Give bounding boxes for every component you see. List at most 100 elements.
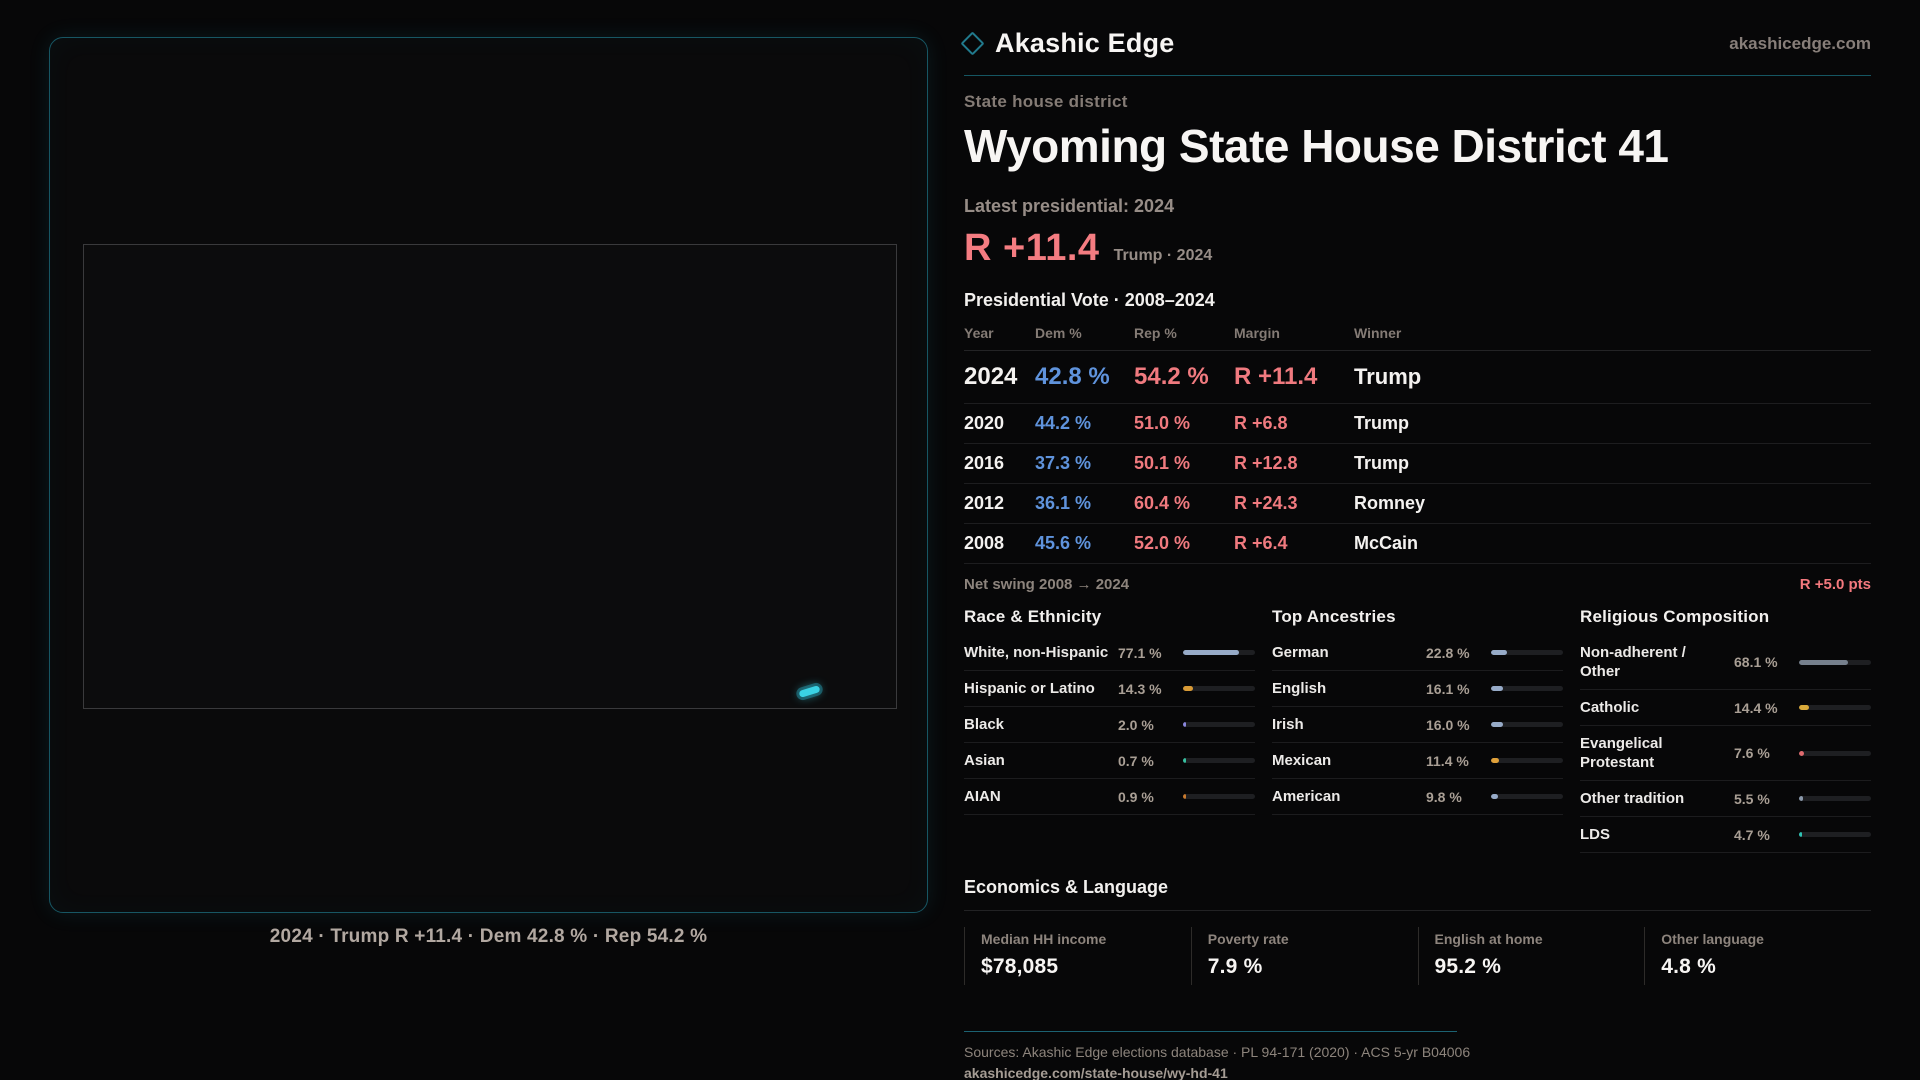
district-map (49, 37, 928, 913)
presidential-vote-table: Year Dem % Rep % Margin Winner 2024 42.8… (964, 325, 1871, 564)
bar-track (1799, 659, 1871, 665)
economics-stats: Median HH income $78,085 Poverty rate 7.… (964, 927, 1871, 985)
dem-cell: 42.8 % (1035, 363, 1110, 390)
economics-title: Economics & Language (964, 877, 1871, 911)
bar-track (1491, 794, 1563, 799)
stat-poverty-rate: Poverty rate 7.9 % (1190, 927, 1418, 985)
demo-value: 68.1 % (1734, 654, 1778, 670)
bar-fill (1183, 794, 1186, 799)
year-cell: 2008 (964, 533, 1005, 553)
margin-cell: R +6.4 (1234, 533, 1288, 553)
demo-label: Black (964, 716, 1005, 733)
demo-row: Asian 0.7 % (964, 743, 1255, 779)
sources-line: Sources: Akashic Edge elections database… (964, 1044, 1471, 1060)
headline-margin-value: R +11.4 (964, 227, 1100, 269)
footer-divider (964, 1031, 1457, 1032)
winner-cell: Romney (1354, 493, 1426, 513)
bar-fill (1183, 758, 1186, 763)
demo-value: 14.4 % (1734, 699, 1778, 716)
headline-margin-context: Trump · 2024 (1113, 247, 1213, 264)
table-row: 2016 37.3 % 50.1 % R +12.8 Trump (964, 444, 1871, 484)
year-cell: 2016 (964, 453, 1005, 473)
bar-fill (1799, 705, 1810, 710)
bar-track (1183, 650, 1255, 655)
brand: Akashic Edge (960, 28, 1174, 59)
col-dem: Dem % (1035, 325, 1082, 341)
year-cell: 2024 (964, 363, 1018, 390)
demo-label: American (1272, 788, 1341, 805)
demo-value: 4.7 % (1734, 826, 1770, 843)
dem-cell: 45.6 % (1035, 533, 1092, 553)
wyoming-state-outline (83, 244, 897, 709)
section-title: Religious Composition (1580, 607, 1770, 626)
dem-cell: 36.1 % (1035, 493, 1092, 513)
rep-cell: 52.0 % (1134, 533, 1191, 553)
year-cell: 2020 (964, 413, 1005, 433)
section-title: Race & Ethnicity (964, 607, 1102, 626)
stat-value: 4.8 % (1661, 955, 1716, 978)
demo-row: White, non-Hispanic 77.1 % (964, 635, 1255, 671)
table-row: 2024 42.8 % 54.2 % R +11.4 Trump (964, 351, 1871, 404)
bar-track (1491, 758, 1563, 763)
demo-row: AIAN 0.9 % (964, 779, 1255, 815)
demo-row: Hispanic or Latino 14.3 % (964, 671, 1255, 707)
winner-cell: Trump (1354, 413, 1410, 433)
rep-cell: 54.2 % (1134, 363, 1209, 390)
demo-label: Other tradition (1580, 790, 1685, 807)
margin-cell: R +12.8 (1234, 453, 1298, 473)
latest-presidential-label: Latest presidential: 2024 (964, 196, 1175, 216)
demo-label: White, non-Hispanic (964, 644, 1109, 661)
demo-label: Mexican (1272, 752, 1332, 769)
district-fact-panel: Akashic Edge akashicedge.com State house… (960, 28, 1871, 1080)
demo-row: Evangelical Protestant 7.6 % (1580, 726, 1871, 781)
stat-label: Median HH income (981, 931, 1107, 947)
bar-track (1491, 722, 1563, 727)
bar-fill (1491, 686, 1503, 691)
bar-track (1491, 650, 1563, 655)
net-swing-label: Net swing 2008 → 2024 (964, 576, 1130, 593)
demo-row: Catholic 14.4 % (1580, 690, 1871, 726)
ancestries-column: Top Ancestries German 22.8 % English 16.… (1272, 607, 1563, 853)
demo-label: AIAN (964, 788, 1001, 805)
table-row: 2012 36.1 % 60.4 % R +24.3 Romney (964, 484, 1871, 524)
demo-label: Non-adherent / Other (1580, 644, 1686, 680)
bar-fill (1491, 794, 1499, 799)
bar-track (1799, 796, 1871, 801)
vote-table-title: Presidential Vote · 2008–2024 (964, 290, 1215, 310)
stat-label: Poverty rate (1207, 931, 1289, 947)
footer: Sources: Akashic Edge elections database… (964, 1031, 1871, 1080)
demo-row: Mexican 11.4 % (1272, 743, 1563, 779)
dem-cell: 37.3 % (1035, 453, 1092, 473)
demo-value: 5.5 % (1734, 790, 1770, 807)
map-caption: 2024 · Trump R +11.4 · Dem 42.8 % · Rep … (269, 926, 708, 947)
demo-value: 77.1 % (1118, 644, 1162, 661)
stat-value: $78,085 (981, 955, 1059, 978)
demo-value: 0.7 % (1118, 752, 1154, 769)
demo-label: LDS (1580, 826, 1610, 843)
brand-domain-link[interactable]: akashicedge.com (1729, 33, 1871, 53)
bar-track (1183, 722, 1255, 727)
demographics-grid: Race & Ethnicity White, non-Hispanic 77.… (964, 607, 1871, 853)
col-year: Year (964, 325, 994, 341)
demo-row: Non-adherent / Other 68.1 % (1580, 635, 1871, 690)
demo-label: Hispanic or Latino (964, 680, 1095, 697)
bar-fill (1183, 722, 1186, 727)
bar-track (1183, 794, 1255, 799)
col-winner: Winner (1354, 325, 1402, 341)
demo-label: Asian (964, 752, 1005, 769)
winner-cell: McCain (1354, 533, 1419, 553)
demo-value: 16.0 % (1426, 716, 1470, 733)
table-row: 2020 44.2 % 51.0 % R +6.8 Trump (964, 404, 1871, 444)
bar-fill (1799, 659, 1849, 665)
permalink[interactable]: akashicedge.com/state-house/wy-hd-41 (964, 1065, 1228, 1080)
bar-fill (1491, 758, 1500, 763)
stat-value: 95.2 % (1434, 955, 1502, 978)
table-header-row: Year Dem % Rep % Margin Winner (964, 325, 1871, 351)
bar-fill (1799, 832, 1803, 837)
bar-fill (1491, 650, 1508, 655)
demo-value: 11.4 % (1426, 752, 1469, 769)
kicker: State house district (964, 92, 1128, 111)
diamond-logo-icon (960, 31, 985, 56)
bar-fill (1491, 722, 1503, 727)
bar-track (1799, 750, 1871, 756)
